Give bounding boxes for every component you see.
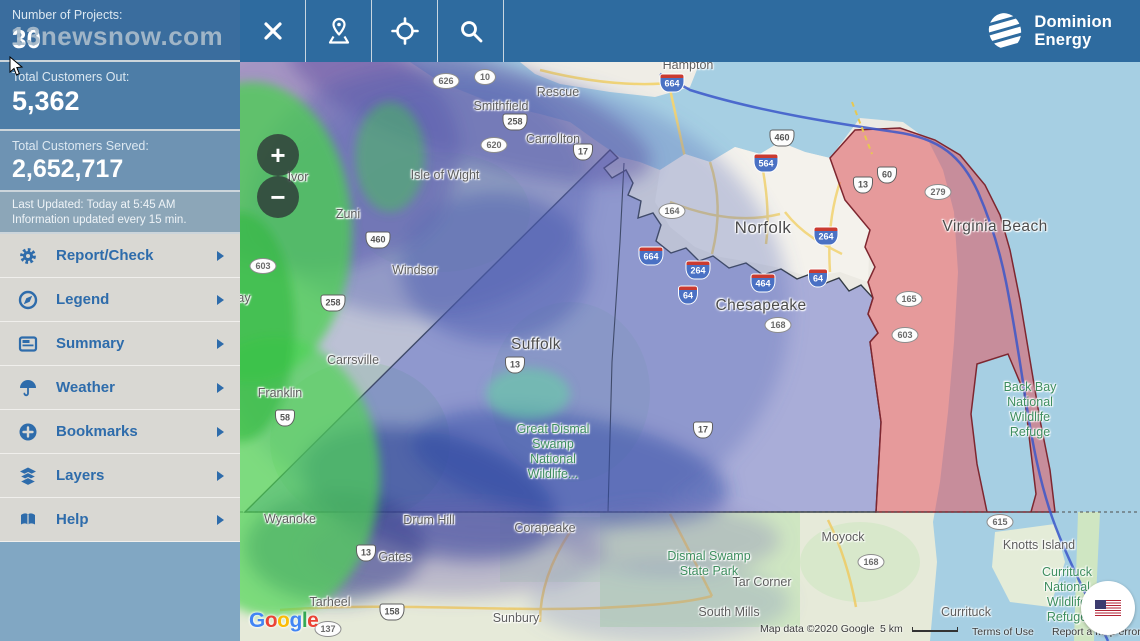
chevron-right-icon <box>217 250 224 261</box>
crosshair-icon <box>390 17 419 45</box>
menu-item-help[interactable]: Help <box>0 498 240 542</box>
zoom-in-button[interactable]: + <box>257 134 299 176</box>
menu-label: Legend <box>56 291 110 308</box>
plus-circle-icon <box>0 422 56 442</box>
menu-label: Summary <box>56 335 125 352</box>
chevron-right-icon <box>217 514 224 525</box>
scale-label: 5 km <box>880 623 903 635</box>
crosshair-button[interactable] <box>372 0 438 62</box>
summary-icon <box>0 334 56 354</box>
menu-item-legend[interactable]: Legend <box>0 278 240 322</box>
dominion-logo-mark <box>985 11 1026 51</box>
station-watermark: 13newsnow.com <box>11 21 224 51</box>
last-updated-line2: Information updated every 15 min. <box>12 214 187 226</box>
search-icon <box>460 21 482 43</box>
menu-item-bookmarks[interactable]: Bookmarks <box>0 410 240 454</box>
chevron-right-icon <box>217 470 224 481</box>
menu-label: Weather <box>56 379 115 396</box>
scale-bar <box>912 627 958 632</box>
brand-line2: Energy <box>1034 31 1092 49</box>
mouse-cursor <box>9 56 24 76</box>
zoom-in-label: + <box>270 139 286 170</box>
stat-label: Number of Projects: <box>12 8 123 22</box>
terms-of-use-link[interactable]: Terms of Use <box>972 626 1034 638</box>
menu-label: Bookmarks <box>56 423 138 440</box>
menu-label: Report/Check <box>56 247 154 264</box>
sidebar: Number of Projects: 30 Total Customers O… <box>0 0 240 641</box>
stat-number-of-projects: Number of Projects: 30 <box>0 0 240 62</box>
menu-item-summary[interactable]: Summary <box>0 322 240 366</box>
dominion-energy-logo: Dominion Energy <box>985 11 1112 51</box>
us-flag-button[interactable] <box>1081 581 1135 635</box>
us-flag-icon <box>1095 600 1121 616</box>
search-button[interactable] <box>438 0 504 62</box>
chevron-right-icon <box>217 426 224 437</box>
umbrella-icon <box>0 378 56 398</box>
compass-icon <box>0 290 56 310</box>
menu-item-layers[interactable]: Layers <box>0 454 240 498</box>
stat-value: 30 <box>12 24 41 54</box>
top-toolbar: Dominion Energy <box>240 0 1140 62</box>
stat-value: 5,362 <box>12 86 80 116</box>
google-logo[interactable]: Google <box>249 609 319 632</box>
menu-item-report-check[interactable]: Report/Check <box>0 234 240 278</box>
stat-label: Total Customers Served: <box>12 139 149 153</box>
map-data-attribution: Map data ©2020 Google <box>760 623 875 635</box>
close-button[interactable] <box>240 0 306 62</box>
gear-icon <box>0 246 56 266</box>
map-graphics <box>240 62 1140 641</box>
close-icon <box>263 22 282 40</box>
zoom-out-label: − <box>270 181 286 212</box>
book-icon <box>0 510 56 530</box>
menu-item-weather[interactable]: Weather <box>0 366 240 410</box>
map-canvas[interactable]: Hampton Rescue Smithfield Carrollton Isle of… <box>240 62 1140 641</box>
chevron-right-icon <box>217 382 224 393</box>
layers-icon <box>0 466 56 486</box>
brand-line1: Dominion <box>1034 13 1112 31</box>
map-pin-icon <box>328 17 349 44</box>
stat-value: 2,652,717 <box>12 155 124 183</box>
chevron-right-icon <box>217 338 224 349</box>
last-updated-block: Last Updated: Today at 5:45 AM Informati… <box>0 192 240 234</box>
last-updated-line1: Last Updated: Today at 5:45 AM <box>12 199 176 211</box>
chevron-right-icon <box>217 294 224 305</box>
locate-on-map-button[interactable] <box>306 0 372 62</box>
menu-label: Layers <box>56 467 105 484</box>
sidebar-menu: Report/Check Legend Summary <box>0 234 240 542</box>
zoom-out-button[interactable]: − <box>257 176 299 218</box>
menu-label: Help <box>56 511 89 528</box>
stat-total-customers-out: Total Customers Out: 5,362 <box>0 62 240 131</box>
stat-total-customers-served: Total Customers Served: 2,652,717 <box>0 131 240 192</box>
stat-label: Total Customers Out: <box>12 70 130 84</box>
